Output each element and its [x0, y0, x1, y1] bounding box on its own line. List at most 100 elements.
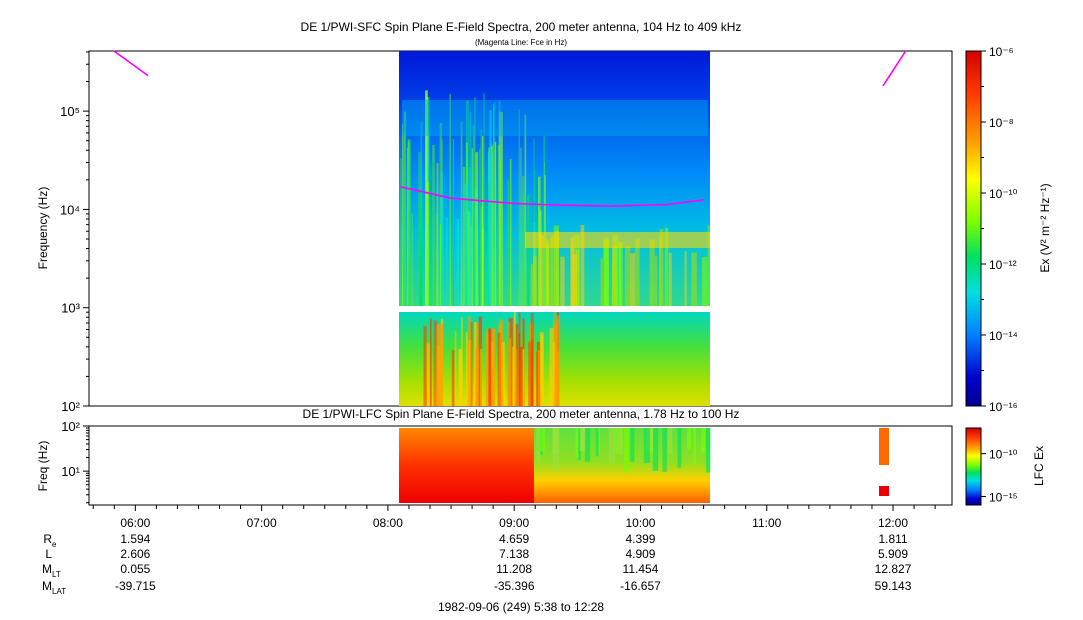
sfc-streak	[530, 313, 534, 406]
sfc-streak	[707, 225, 710, 306]
sfc-colorbar-tick-label: 10⁻¹⁶	[989, 400, 1018, 414]
lfc-streak	[667, 428, 673, 454]
lfc-streak	[539, 428, 545, 452]
sfc-streak	[483, 169, 485, 306]
sfc-streak	[427, 182, 430, 306]
sfc-streak	[691, 252, 697, 306]
sfc-streak	[488, 147, 490, 306]
sfc-streak	[556, 319, 559, 406]
sfc-colorbar-scale	[965, 50, 982, 407]
sfc-streak	[402, 124, 404, 306]
sfc-streak	[451, 349, 455, 406]
ephemeris-value: 11.208	[496, 562, 532, 576]
lfc-colorbar: 10⁻¹⁰ 10⁻¹⁵ LFC Ex	[965, 427, 1046, 506]
lfc-streak	[617, 428, 623, 455]
sfc-streak	[486, 333, 490, 406]
lfc-colorbar-label: LFC Ex	[1032, 446, 1046, 486]
sfc-streak	[468, 225, 472, 306]
sfc-streak	[493, 102, 496, 306]
sfc-streak	[520, 147, 522, 306]
sfc-streak	[618, 242, 623, 306]
sfc-streak	[509, 158, 512, 306]
sfc-streak	[684, 251, 687, 306]
sfc-streak	[475, 152, 479, 306]
ephemeris-value: 12.827	[875, 562, 912, 576]
lfc-y-label: Freq (Hz)	[36, 441, 50, 492]
sfc-streak	[512, 347, 515, 406]
ephemeris-row-subscript: LAT	[52, 587, 66, 596]
sfc-streak	[553, 225, 559, 306]
fce-line-group	[113, 50, 907, 207]
sfc-streak	[462, 167, 466, 306]
lfc-streak	[687, 428, 692, 450]
lfc-streak	[701, 428, 706, 453]
lfc-streak	[693, 428, 696, 466]
sfc-streak	[475, 322, 479, 406]
fce-line	[882, 50, 907, 87]
sfc-colorbar-tick-label: 10⁻⁶	[989, 45, 1014, 59]
sfc-streak	[494, 141, 497, 306]
sfc-streak	[402, 133, 406, 306]
sfc-streak	[555, 347, 558, 406]
sfc-panel: 10² 10³ 10⁴ 10⁵ Frequency (Hz)	[36, 50, 953, 414]
sfc-streak	[441, 172, 443, 306]
sfc-streak	[480, 348, 483, 406]
lfc-y-tick-label: 10²	[61, 419, 80, 434]
sfc-streak	[507, 322, 510, 406]
sfc-streak	[580, 225, 585, 306]
sfc-streak	[465, 332, 468, 406]
sfc-streak	[435, 213, 438, 306]
lfc-colorbar-tick-label: 10⁻¹⁵	[989, 490, 1018, 504]
sfc-streak	[659, 237, 662, 306]
ephemeris-row-subscript: LT	[52, 570, 61, 579]
sfc-streak	[572, 253, 578, 306]
sfc-streak	[612, 259, 615, 306]
sfc-streak	[701, 256, 708, 306]
lfc-streak	[536, 428, 541, 462]
sfc-streak	[411, 213, 413, 306]
lfc-streak	[623, 428, 631, 473]
lfc-streak	[614, 428, 618, 454]
ephemeris-value: 1.811	[878, 532, 907, 546]
lfc-y-axis: 10¹ 10²	[61, 419, 89, 504]
sfc-streak	[489, 110, 492, 306]
sfc-streak	[522, 349, 525, 406]
sfc-colorbar-tick-label: 10⁻⁸	[989, 116, 1014, 130]
sfc-streak	[492, 103, 495, 307]
sfc-streak	[635, 238, 640, 306]
sfc-streak	[467, 316, 472, 406]
sfc-streak	[456, 219, 460, 306]
sfc-streak	[499, 319, 504, 406]
sfc-streak	[479, 149, 481, 306]
sfc-streak	[522, 176, 525, 306]
lfc-streak	[579, 428, 586, 451]
sfc-streak	[426, 343, 431, 406]
lfc-streak	[578, 428, 581, 460]
sfc-streak	[400, 158, 402, 306]
lfc-colorbar-scale	[965, 427, 982, 506]
sfc-streak	[454, 331, 457, 406]
time-tick-label: 11:00	[752, 516, 781, 530]
sfc-streak	[497, 144, 501, 306]
sfc-streak	[471, 148, 473, 306]
sfc-streak	[423, 325, 427, 406]
footer-date: 1982-09-06 (249) 5:38 to 12:28	[438, 600, 604, 614]
fce-line	[400, 186, 704, 207]
sfc-streak	[649, 239, 655, 306]
sfc-streak	[468, 167, 472, 306]
sfc-streak	[533, 138, 535, 306]
lfc-streak	[643, 428, 650, 463]
ephemeris-value: 4.659	[499, 532, 529, 546]
lfc-streak	[629, 428, 635, 462]
sfc-colorbar-tick-label: 10⁻¹⁴	[989, 329, 1018, 343]
ephemeris-row-label: M	[42, 562, 52, 576]
lfc-streak	[608, 428, 615, 464]
sfc-streak	[556, 315, 561, 406]
sfc-streak	[668, 252, 672, 306]
sfc-streak	[540, 235, 545, 306]
lfc-colorbar-tick-label: 10⁻¹⁰	[989, 448, 1018, 462]
sfc-streak	[523, 194, 526, 306]
sfc-y-tick-label: 10⁵	[60, 104, 80, 119]
sfc-streak	[460, 121, 463, 306]
